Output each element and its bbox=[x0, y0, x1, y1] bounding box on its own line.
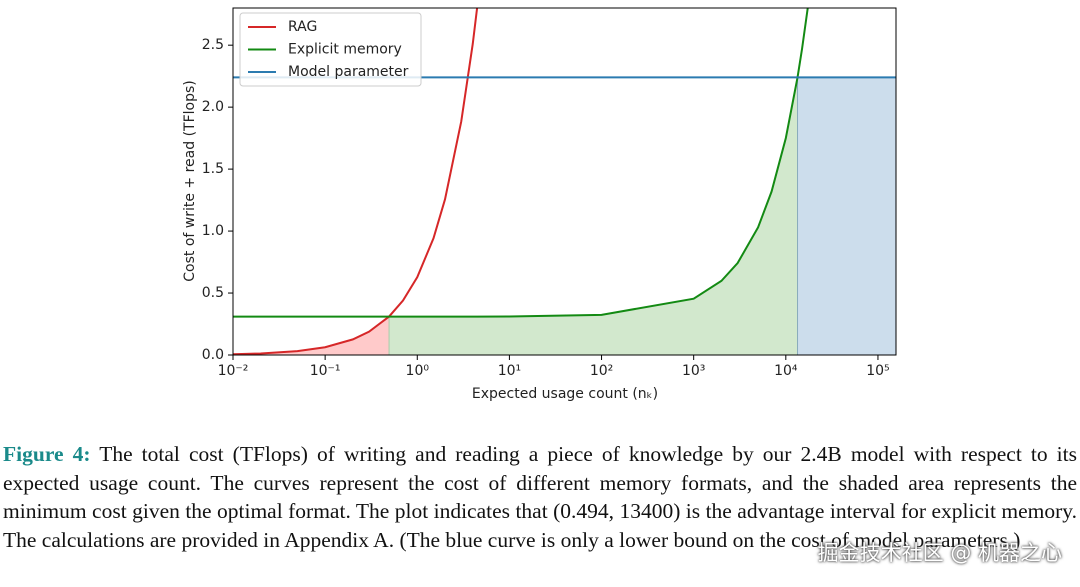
y-tick-label: 0.0 bbox=[202, 347, 224, 363]
watermark: 掘金技术社区 @ 机器之心 bbox=[817, 541, 1062, 565]
series-line bbox=[233, 8, 809, 318]
figure-caption: Figure 4: The total cost (TFlops) of wri… bbox=[3, 440, 1077, 554]
x-tick-label: 10⁵ bbox=[866, 363, 889, 379]
min-cost-area bbox=[389, 77, 798, 355]
caption-label: Figure 4: bbox=[3, 442, 91, 466]
x-axis-label: Expected usage count (nₖ) bbox=[472, 386, 658, 402]
x-tick-label: 10³ bbox=[682, 363, 705, 379]
shaded-areas bbox=[233, 77, 896, 355]
y-tick-label: 2.0 bbox=[202, 99, 224, 115]
min-cost-area bbox=[233, 316, 390, 355]
x-tick-label: 10⁴ bbox=[774, 363, 798, 379]
chart: 0.0 0.5 1.0 1.5 2.0 2.5 10⁻² 10⁻¹ 10⁰ 10¹ 10² 10³ 10… bbox=[182, 7, 897, 402]
series-line bbox=[233, 8, 479, 355]
x-tick-label: 10⁰ bbox=[406, 363, 430, 379]
caption-text: The total cost (TFlops) of writing and r… bbox=[3, 442, 1077, 552]
axes: 0.0 0.5 1.0 1.5 2.0 2.5 10⁻² 10⁻¹ 10⁰ 10¹ 10² 10³ 10… bbox=[202, 7, 897, 379]
y-tick-label: 1.0 bbox=[202, 223, 224, 239]
legend-label: Explicit memory bbox=[288, 42, 402, 58]
y-axis-label: Cost of write + read (TFlops) bbox=[182, 80, 198, 282]
x-tick-label: 10¹ bbox=[498, 363, 521, 379]
y-tick-label: 0.5 bbox=[202, 285, 224, 301]
y-tick-label: 1.5 bbox=[202, 161, 224, 177]
plot-frame bbox=[232, 7, 897, 356]
y-tick-label: 2.5 bbox=[202, 37, 224, 53]
legend-label: RAG bbox=[288, 19, 317, 35]
x-tick-label: 10² bbox=[590, 363, 613, 379]
x-tick-label: 10⁻¹ bbox=[310, 363, 341, 379]
legend-label: Model parameter bbox=[288, 64, 409, 80]
min-cost-area bbox=[797, 77, 896, 355]
x-tick-label: 10⁻² bbox=[218, 363, 249, 379]
legend-box bbox=[239, 12, 422, 87]
